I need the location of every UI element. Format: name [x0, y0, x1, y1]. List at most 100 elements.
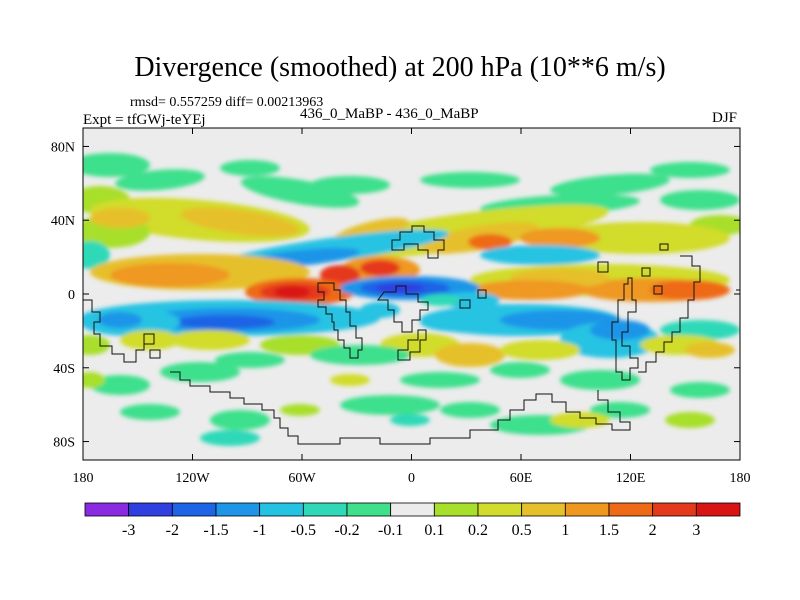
contour-region — [650, 280, 730, 300]
x-tick-label: 120E — [616, 471, 646, 486]
colorbar: -3 -2 -1.5 -1 -0.5 -0.2 -0.1 0.1 0.2 0.5 1 1.5 2 3 — [84, 502, 741, 539]
contour-region — [120, 404, 180, 420]
colorbar-swatch — [302, 502, 348, 517]
contour-region — [215, 352, 285, 368]
rmsd-label: rmsd= 0.557259 diff= 0.00213963 — [130, 95, 324, 110]
axis-ticks: 180 120W 60W 0 60E 120E 180 80N 40N 0 40S 80S — [51, 128, 751, 486]
contour-region — [274, 286, 310, 298]
contour-region — [420, 294, 460, 306]
contour-region — [550, 412, 610, 428]
contour-region — [480, 245, 600, 265]
colorbar-swatch — [477, 502, 523, 517]
y-tick-label: 40N — [51, 214, 75, 229]
contour-region — [490, 362, 550, 378]
contour-region — [180, 207, 300, 237]
colorbar-swatch — [215, 502, 261, 517]
colorbar-label: 0.5 — [512, 522, 532, 539]
contour-region — [330, 374, 370, 386]
colorbar-swatch — [171, 502, 217, 517]
contour-region — [83, 153, 150, 177]
contour-region — [280, 404, 320, 416]
contour-region — [468, 234, 512, 250]
contour-region — [120, 330, 180, 350]
coastlines — [83, 225, 740, 445]
colorbar-label: 3 — [692, 522, 700, 539]
colorbar-swatch — [433, 502, 479, 517]
colorbar-label: 0.1 — [424, 522, 444, 539]
contour-region — [660, 190, 740, 210]
contour-region — [390, 414, 430, 426]
contour-region — [310, 345, 410, 365]
contour-region — [83, 335, 110, 355]
contour-region — [550, 173, 670, 197]
x-tick-label: 180 — [730, 471, 751, 486]
contour-region — [83, 372, 105, 388]
colorbar-label: -1 — [253, 522, 266, 539]
colorbar-swatch — [608, 502, 654, 517]
contour-region — [435, 343, 505, 367]
contour-region — [500, 340, 580, 360]
contour-region — [440, 402, 500, 418]
contour-region — [590, 402, 650, 418]
contour-region — [360, 302, 400, 318]
contour-region — [115, 169, 205, 191]
colorbar-swatch — [390, 502, 435, 517]
contour-region — [590, 320, 650, 340]
contour-region — [685, 342, 735, 358]
colorbar-label: 1.5 — [599, 522, 619, 539]
contour-region — [220, 160, 280, 176]
contour-region — [665, 412, 715, 428]
colorbar-swatch — [695, 502, 741, 517]
y-tick-label: 80S — [53, 436, 75, 451]
contour-region — [670, 382, 730, 398]
colorbar-swatch — [652, 502, 697, 517]
contour-region — [550, 222, 730, 254]
contour-region — [240, 176, 360, 208]
y-tick-label: 40S — [53, 362, 75, 377]
x-tick-label: 0 — [408, 471, 415, 486]
colorbar-swatch — [564, 502, 610, 517]
contour-region — [420, 312, 500, 332]
contour-region — [560, 370, 640, 390]
contour-region — [375, 283, 425, 293]
contour-region — [520, 228, 600, 248]
contour-region — [170, 330, 250, 350]
contour-region — [83, 241, 110, 269]
y-tick-label: 80N — [51, 140, 75, 155]
contour-region — [210, 410, 270, 430]
contour-region — [175, 315, 275, 329]
colorbar-swatch — [128, 502, 173, 517]
season-label: DJF — [712, 110, 738, 126]
colorbar-swatch — [259, 502, 304, 517]
contour-region — [110, 263, 230, 287]
contour-field — [83, 153, 740, 446]
colorbar-label: -3 — [122, 522, 135, 539]
contour-region — [360, 260, 400, 276]
contour-region — [320, 265, 360, 285]
colorbar-label: -0.5 — [291, 522, 316, 539]
colorbar-label: -0.1 — [378, 522, 403, 539]
x-tick-label: 180 — [73, 471, 94, 486]
colorbar-label: 2 — [649, 522, 657, 539]
colorbar-label: -1.5 — [203, 522, 228, 539]
chart-title: Divergence (smoothed) at 200 hPa (10**6 … — [134, 52, 666, 83]
contour-region — [340, 395, 440, 415]
colorbar-label: 1 — [561, 522, 569, 539]
colorbar-label: -0.2 — [334, 522, 359, 539]
x-tick-label: 60W — [288, 471, 316, 486]
colorbar-swatch — [346, 502, 392, 517]
contour-region — [400, 372, 480, 388]
contour-region — [98, 312, 142, 328]
contour-region — [470, 280, 590, 300]
colorbar-label: -2 — [166, 522, 179, 539]
expt-label: Expt = tfGWj-teYEj — [83, 112, 206, 128]
y-tick-label: 0 — [68, 288, 75, 303]
contour-region — [90, 208, 150, 228]
contour-region — [200, 430, 260, 446]
contour-region — [650, 162, 730, 178]
colorbar-swatch — [84, 502, 130, 517]
x-tick-label: 120W — [175, 471, 210, 486]
contour-region — [420, 172, 520, 188]
case-label: 436_0_MaBP - 436_0_MaBP — [300, 106, 479, 122]
